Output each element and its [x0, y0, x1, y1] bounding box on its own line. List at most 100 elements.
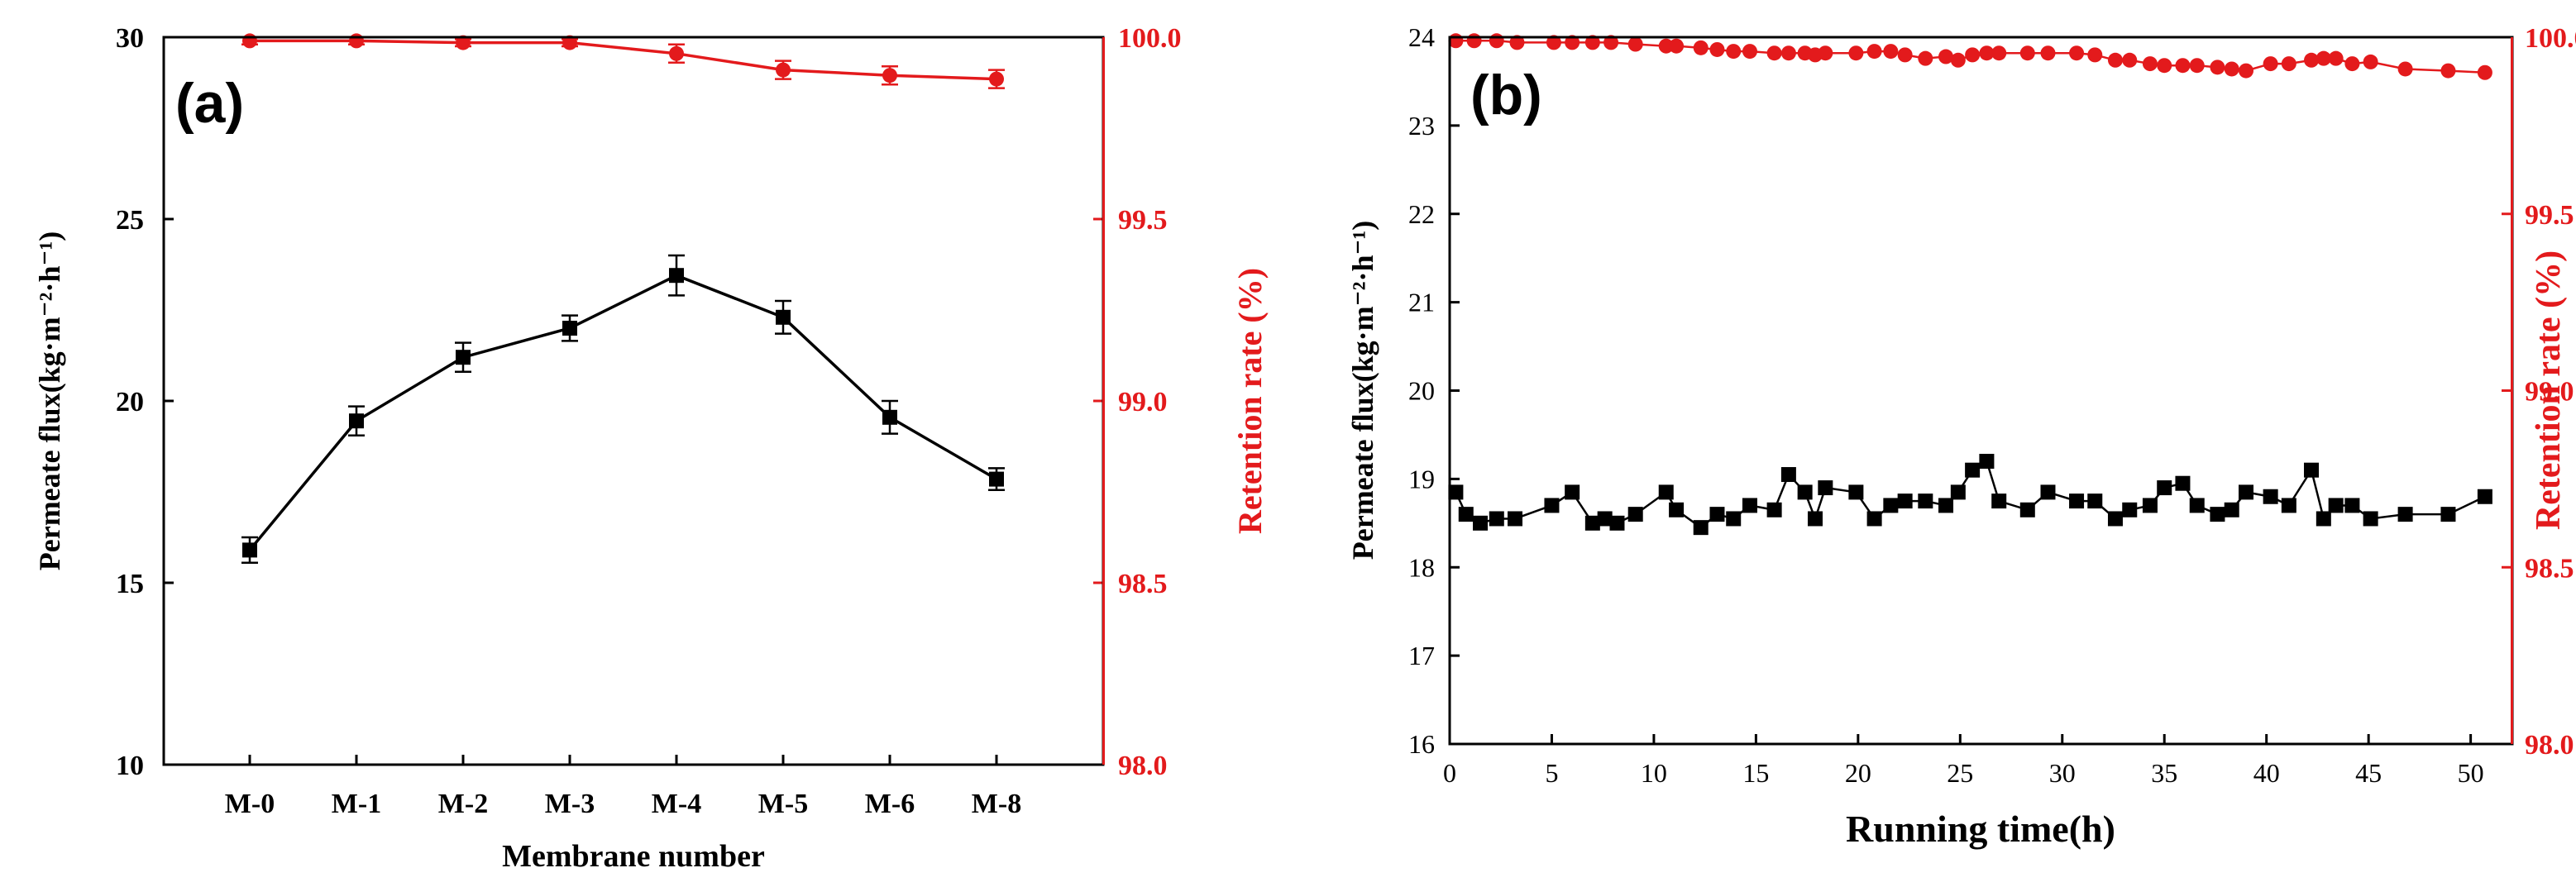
panel-a-data-point — [562, 35, 577, 50]
panel-b-x-tick-label: 20 — [1845, 758, 1871, 788]
panel-a-data-point — [242, 33, 257, 49]
panel-b-data-point — [1991, 494, 2007, 509]
panel-a-data-point — [562, 321, 577, 336]
panel-b-data-point — [2344, 498, 2360, 513]
panel-b-data-point — [1658, 38, 1674, 54]
panel-a-right-axis-line — [1102, 37, 1105, 765]
panel-b-y-tick-label: 20 — [1408, 376, 1435, 406]
panel-b-data-point — [2328, 498, 2344, 513]
panel-a-data-point — [669, 268, 684, 284]
panel-b-data-point — [1709, 41, 1725, 57]
panel-b-data-point — [2069, 45, 2085, 61]
panel-b-data-point — [2363, 54, 2378, 69]
panel-b-data-point — [2107, 511, 2123, 527]
panel-b-data-point — [2397, 507, 2413, 522]
panel-b-data-point — [1508, 511, 1523, 527]
panel-b-data-point — [1693, 520, 1709, 536]
panel-b-data-point — [2175, 58, 2191, 74]
panel-a-label: (a) — [175, 72, 244, 135]
panel-b-data-point — [1866, 44, 1882, 60]
panel-a-data-point — [669, 45, 684, 61]
panel-a-data-point — [242, 542, 257, 558]
panel-b-y-tick-label: 22 — [1408, 199, 1435, 229]
panel-b-data-point — [1883, 498, 1899, 513]
panel-b-data-point — [1609, 515, 1625, 531]
panel-b-data-point — [1584, 35, 1600, 50]
panel-b-y2-axis-title: Retention rate (%) — [2530, 250, 2568, 530]
panel-b-data-point — [2224, 502, 2239, 517]
panel-b-data-point — [1848, 484, 1864, 500]
panel-b-data-point — [1693, 40, 1709, 55]
panel-a-y2-tick-label: 100.0 — [1118, 23, 1182, 54]
panel-b-data-point — [1544, 498, 1560, 513]
panel-b-data-point — [1458, 507, 1474, 522]
panel-a-x-axis-title: Membrane number — [502, 839, 765, 874]
panel-a-y2-tick-label: 99.5 — [1118, 205, 1168, 236]
panel-b-data-point — [1965, 47, 1981, 63]
panel-b-data-point — [2477, 64, 2492, 80]
panel-b-data-point — [2142, 56, 2158, 72]
panel-b-data-point — [2069, 494, 2085, 509]
panel-b-data-point — [1603, 35, 1619, 50]
panel-a-data-point — [989, 71, 1004, 87]
panel-b-x-tick-label: 35 — [2151, 758, 2177, 788]
panel-b-data-point — [2316, 511, 2331, 527]
panel-b-data-point — [1489, 511, 1504, 527]
panel-b-data-point — [1883, 44, 1899, 60]
panel-b-data-point — [2122, 52, 2138, 68]
panel-b-label: (b) — [1470, 64, 1542, 126]
panel-b-data-point — [1473, 515, 1489, 531]
panel-b-data-point — [2363, 511, 2378, 527]
panel-a-series-line-right — [250, 39, 997, 81]
panel-a-y-axis-title: Permeate flux(kg·m⁻²·h⁻¹) — [33, 231, 66, 571]
panel-b-y-tick-label: 18 — [1408, 552, 1435, 582]
panel-a-data-point — [882, 68, 897, 83]
panel-a-y2-axis-title: Retention rate (%) — [1231, 268, 1269, 534]
panel-b-data-point — [2210, 507, 2225, 522]
panel-b-data-point — [1766, 502, 1782, 517]
panel-b-data-point — [2142, 498, 2158, 513]
panel-b-right-axis-line — [2511, 37, 2513, 744]
panel-b-y2-tick-label: 98.0 — [2525, 730, 2574, 761]
panel-b-data-point — [1979, 45, 1995, 61]
panel-a: 10 15 20 25 30 98.0 98.5 99.0 99.5 100.0 M-0 M-1 M-2… — [33, 23, 1269, 874]
panel-b-data-point — [1950, 52, 1966, 68]
panel-b-data-point — [1597, 511, 1613, 527]
panel-b-data-point — [2263, 56, 2278, 72]
panel-a-data-point — [776, 62, 791, 78]
panel-a-x-tick-label: M-6 — [865, 789, 915, 819]
panel-a-data-point — [349, 33, 364, 49]
panel-a-y-tick-label: 30 — [116, 23, 144, 54]
panel-a-y-tick-label: 20 — [116, 387, 144, 417]
panel-b-x-tick-label: 40 — [2253, 758, 2280, 788]
panel-b-data-point — [1565, 484, 1580, 500]
panel-b-data-point — [1669, 502, 1685, 517]
panel-b-data-point — [1726, 511, 1742, 527]
panel-b-data-point — [2239, 484, 2253, 500]
panel-b-data-point — [1918, 494, 1933, 509]
panel-b-y-tick-label: 16 — [1408, 729, 1435, 759]
panel-b-data-point — [1742, 498, 1757, 513]
panel-b-data-point — [2210, 60, 2225, 75]
panel-a-y-tick-label: 10 — [116, 751, 144, 781]
panel-b-data-point — [1627, 507, 1643, 522]
panel-b-data-point — [1489, 33, 1504, 49]
panel-a-data-point — [882, 409, 897, 425]
panel-b-data-point — [2316, 50, 2331, 66]
panel-b-data-point — [1726, 44, 1742, 60]
panel-b-data-point — [1658, 484, 1674, 500]
panel-b-data-point — [2328, 50, 2344, 66]
panel-b-data-point — [2440, 507, 2456, 522]
panel-b-data-point — [2477, 489, 2492, 504]
panel-b-data-point — [1546, 35, 1561, 50]
panel-b-data-point — [1818, 45, 1833, 61]
panel-b-y-tick-label: 23 — [1408, 111, 1435, 141]
panel-b-data-point — [2040, 45, 2056, 61]
panel-b: 16 17 18 19 20 21 22 23 24 98.0 98.5 99.0 99.5 100.0 0… — [1346, 22, 2576, 850]
panel-b-y2-tick-label: 99.0 — [2525, 377, 2574, 408]
panel-b-data-point — [1897, 494, 1913, 509]
panel-b-data-point — [1780, 45, 1796, 61]
panel-b-data-point — [2040, 484, 2056, 500]
panel-b-data-point — [2344, 56, 2360, 72]
